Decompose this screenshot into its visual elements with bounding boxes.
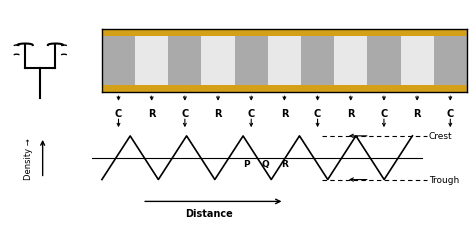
- Bar: [268, 37, 301, 86]
- Bar: [334, 37, 367, 86]
- Bar: [235, 37, 268, 86]
- Bar: [135, 37, 168, 86]
- Text: C: C: [115, 108, 122, 118]
- Text: R: R: [413, 108, 421, 118]
- Bar: [235, 37, 268, 86]
- Bar: [201, 37, 235, 86]
- Bar: [301, 37, 334, 86]
- Text: Density →: Density →: [24, 137, 33, 179]
- Text: C: C: [247, 108, 255, 118]
- Text: Distance: Distance: [185, 208, 232, 218]
- Text: Crest: Crest: [429, 132, 453, 141]
- Bar: [102, 37, 135, 86]
- Bar: [168, 37, 201, 86]
- Bar: [401, 37, 434, 86]
- Bar: [102, 30, 467, 37]
- Text: C: C: [314, 108, 321, 118]
- Bar: [434, 37, 467, 86]
- Bar: [367, 37, 401, 86]
- Text: R: R: [281, 108, 288, 118]
- Bar: [401, 37, 434, 86]
- Bar: [168, 37, 201, 86]
- Bar: [367, 37, 401, 86]
- Text: R: R: [148, 108, 155, 118]
- Bar: [102, 37, 135, 86]
- Bar: [434, 37, 467, 86]
- Bar: [201, 37, 235, 86]
- Bar: [135, 37, 168, 86]
- Text: C: C: [447, 108, 454, 118]
- Text: C: C: [380, 108, 388, 118]
- Bar: [102, 86, 467, 93]
- Text: R: R: [347, 108, 355, 118]
- Text: R: R: [214, 108, 222, 118]
- Text: P: P: [243, 159, 250, 168]
- Bar: [268, 37, 301, 86]
- Text: Q: Q: [262, 159, 269, 168]
- Bar: [334, 37, 367, 86]
- Text: C: C: [181, 108, 189, 118]
- Bar: [301, 37, 334, 86]
- Text: Trough: Trough: [429, 175, 459, 184]
- Text: R: R: [281, 159, 288, 168]
